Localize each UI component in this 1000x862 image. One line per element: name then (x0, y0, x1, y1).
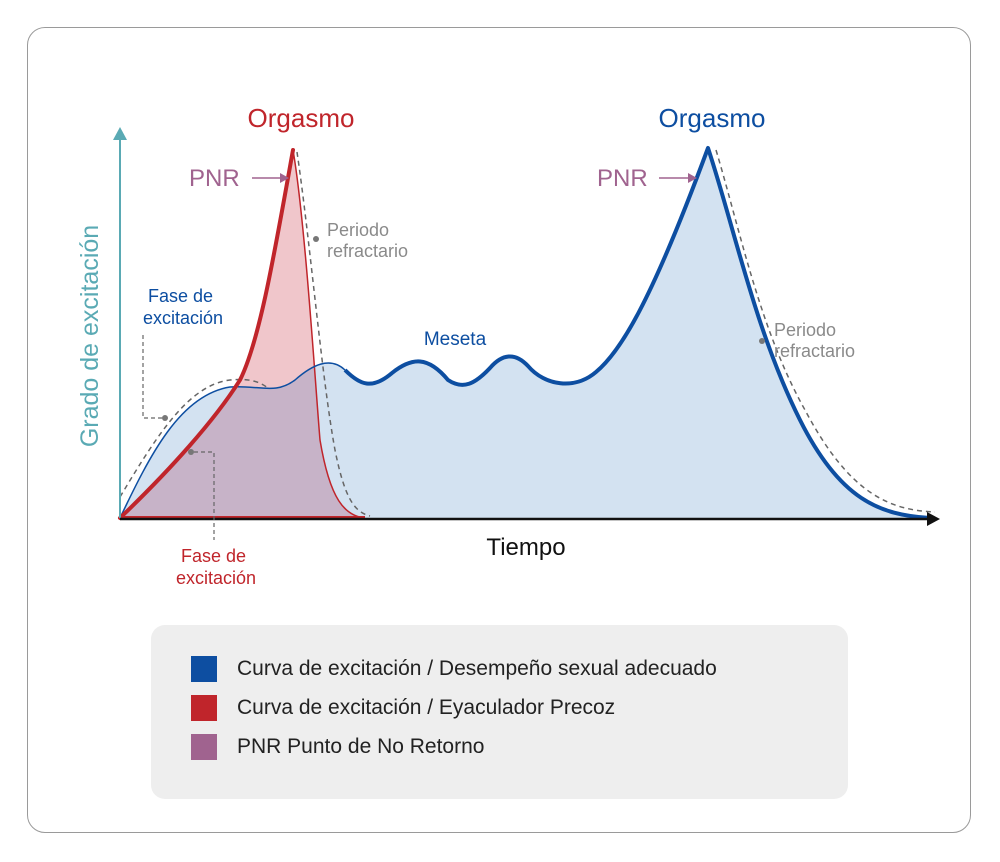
legend-item-adequate: Curva de excitación / Desempeño sexual a… (191, 654, 717, 684)
refractory-right-label: Periodo refractario (774, 320, 855, 361)
blue-excitation-dot (162, 415, 168, 421)
legend-label-pnr: PNR Punto de No Retorno (237, 735, 485, 758)
refractory-left-label: Periodo refractario (327, 220, 408, 261)
red-excitation-dot (188, 449, 194, 455)
plateau-label: Meseta (424, 329, 487, 350)
adequate-curve-line (343, 146, 931, 520)
legend-swatch-red (191, 695, 217, 721)
red-excitation-label: Fase de excitación (176, 546, 256, 588)
x-axis-label: Tiempo (486, 534, 565, 561)
legend: Curva de excitación / Desempeño sexual a… (151, 625, 848, 799)
y-axis-label: Grado de excitación (76, 225, 104, 447)
pnr-arrow-right-head (688, 173, 697, 183)
excitation-dashed-curve (119, 378, 269, 498)
legend-swatch-blue (191, 656, 217, 682)
pnr-arrow-left-head (280, 173, 289, 183)
legend-swatch-purple (191, 734, 217, 760)
legend-item-pnr: PNR Punto de No Retorno (191, 732, 484, 762)
orgasm-label-left: Orgasmo (248, 103, 355, 133)
blue-refractory-dashed-curve (715, 149, 936, 513)
pnr-label-left: PNR (189, 165, 240, 192)
y-axis-arrow (113, 127, 127, 140)
premature-descent-line (292, 149, 366, 519)
refractory-left-dot (313, 236, 319, 242)
adequate-curve-thin (119, 362, 346, 519)
pnr-label-right: PNR (597, 165, 648, 192)
legend-label-premature: Curva de excitación / Eyaculador Precoz (237, 696, 616, 719)
orgasm-label-right: Orgasmo (659, 103, 766, 133)
adequate-curve-area (120, 148, 930, 518)
x-axis-arrow (927, 512, 940, 526)
premature-curve-line (118, 148, 295, 520)
blue-excitation-leader (142, 335, 162, 419)
blue-excitation-label: Fase de excitación (143, 286, 223, 328)
red-excitation-leader (194, 451, 215, 540)
refractory-right-dot (759, 338, 765, 344)
legend-label-adequate: Curva de excitación / Desempeño sexual a… (237, 657, 717, 680)
legend-item-premature: Curva de excitación / Eyaculador Precoz (191, 693, 615, 723)
